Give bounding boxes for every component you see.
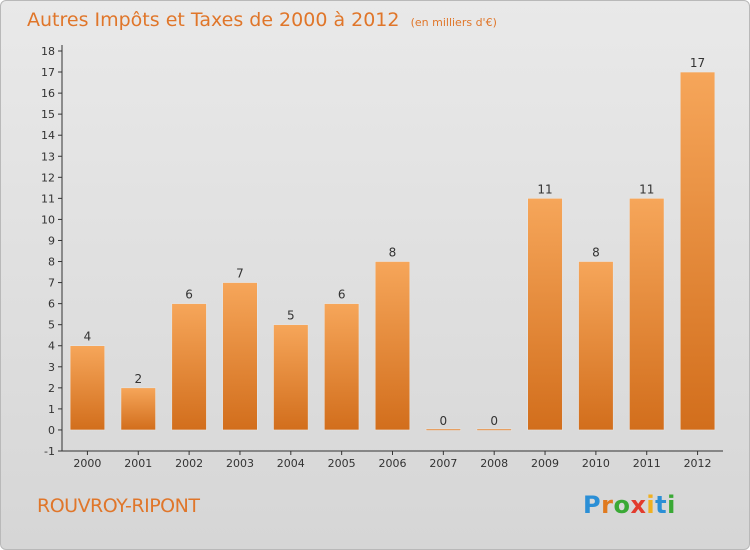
- bar: [222, 282, 258, 431]
- x-tick-label: 2000: [73, 457, 101, 470]
- commune-name: ROUVROY-RIPONT: [37, 495, 200, 517]
- x-tick-label: 2009: [531, 457, 559, 470]
- y-tick-label: 13: [41, 150, 55, 163]
- y-tick-label: 4: [48, 340, 55, 353]
- bar: [680, 71, 716, 431]
- x-tick-label: 2006: [379, 457, 407, 470]
- y-tick-label: 9: [48, 234, 55, 247]
- y-tick-label: 8: [48, 256, 55, 269]
- logo-letter: i: [667, 491, 676, 519]
- y-tick-label: 1: [48, 403, 55, 416]
- chart-unit: (en milliers d'€): [410, 16, 497, 29]
- data-label: 0: [440, 414, 448, 428]
- y-tick-label: 5: [48, 319, 55, 332]
- data-label: 8: [592, 246, 600, 260]
- y-tick-label: 3: [48, 361, 55, 374]
- logo-letter: t: [655, 491, 668, 519]
- bar: [120, 387, 156, 431]
- data-label: 2: [134, 372, 142, 386]
- data-label: 17: [690, 56, 705, 70]
- logo-letter: r: [601, 491, 614, 519]
- y-tick-label: 12: [41, 171, 55, 184]
- data-label: 5: [287, 309, 295, 323]
- logo-letter: x: [630, 491, 647, 519]
- data-label: 7: [236, 267, 244, 281]
- y-tick-label: 15: [41, 108, 55, 121]
- bar: [629, 198, 665, 431]
- data-label: 8: [389, 246, 397, 260]
- x-tick-label: 2002: [175, 457, 203, 470]
- x-tick-label: 2010: [582, 457, 610, 470]
- bar: [374, 261, 411, 431]
- y-tick-label: 16: [41, 87, 55, 100]
- y-tick-label: 18: [41, 45, 55, 58]
- logo-letter: i: [646, 491, 656, 519]
- x-tick-label: 2005: [328, 457, 356, 470]
- data-label: 6: [185, 288, 193, 302]
- bar: [69, 345, 105, 431]
- x-tick-label: 2001: [124, 457, 152, 470]
- y-tick-label: 0: [48, 424, 55, 437]
- data-label: 4: [84, 330, 92, 344]
- x-tick-label: 2007: [429, 457, 457, 470]
- data-label: 11: [639, 182, 654, 196]
- proxiti-logo: Proxiti: [583, 491, 676, 519]
- bars: 4 2 6 7 5 6 8 0 0 11 8 11 17: [69, 56, 716, 431]
- y-tick-label: 2: [48, 382, 55, 395]
- y-tick-label: 11: [41, 192, 55, 205]
- x-tick-label: 2004: [277, 457, 305, 470]
- x-tick-label: 2008: [480, 457, 508, 470]
- bar: [527, 198, 563, 431]
- x-tick-label: 2011: [633, 457, 661, 470]
- y-tick-label: -1: [44, 445, 55, 458]
- chart-title-text: Autres Impôts et Taxes de 2000 à 2012: [27, 9, 400, 31]
- bar: [476, 428, 512, 431]
- bar: [171, 303, 207, 431]
- data-label: 0: [490, 414, 498, 428]
- bar: [425, 428, 461, 431]
- y-tick-label: 10: [41, 213, 55, 226]
- x-tick-label: 2003: [226, 457, 254, 470]
- logo-letter: P: [583, 491, 602, 519]
- bar: [578, 261, 614, 431]
- data-label: 6: [338, 288, 346, 302]
- chart-title: Autres Impôts et Taxes de 2000 à 2012 (e…: [27, 9, 497, 31]
- y-tick-label: 7: [48, 277, 55, 290]
- y-tick-label: 6: [48, 298, 55, 311]
- y-tick-label: 17: [41, 66, 55, 79]
- bar: [273, 324, 309, 431]
- bar: [324, 303, 360, 431]
- x-tick-label: 2012: [684, 457, 712, 470]
- y-tick-label: 14: [41, 129, 55, 142]
- data-label: 11: [537, 182, 552, 196]
- logo-letter: o: [613, 491, 631, 519]
